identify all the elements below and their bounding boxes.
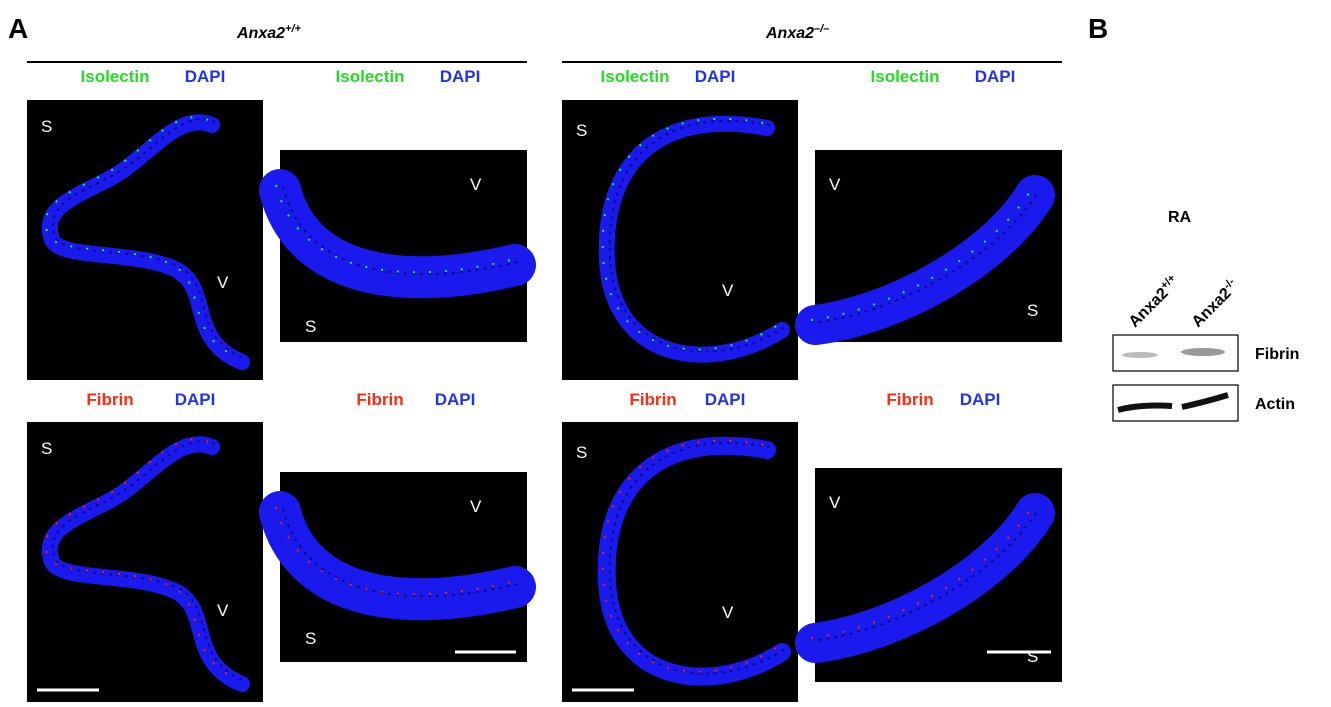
stain-label: DAPI	[960, 390, 1001, 409]
genotype-label: Anxa2+/+	[1124, 272, 1183, 331]
orientation-marker: V	[470, 175, 482, 194]
micrograph: VS	[276, 472, 527, 662]
genotype-label: Anxa2+/+	[236, 23, 302, 42]
orientation-marker: S	[576, 443, 587, 462]
gene: Anxa2	[765, 25, 814, 42]
orientation-marker: V	[722, 281, 734, 300]
orientation-marker: S	[305, 629, 316, 648]
orientation-marker: S	[576, 121, 587, 140]
stain-label: DAPI	[435, 390, 476, 409]
panel-label: A	[8, 13, 28, 44]
micrograph: SV	[562, 422, 798, 702]
stain-label: Fibrin	[86, 390, 133, 409]
genotype-label: Anxa2–/–	[765, 23, 829, 42]
orientation-marker: V	[217, 601, 229, 620]
stain-label: DAPI	[975, 67, 1016, 86]
gene: Anxa2	[1126, 285, 1172, 331]
blot-box	[1113, 385, 1238, 421]
stain-label: DAPI	[185, 67, 226, 86]
stain-label: Isolectin	[871, 67, 940, 86]
stain-label: Fibrin	[356, 390, 403, 409]
gene: Anxa2	[1189, 285, 1235, 331]
orientation-marker: V	[722, 603, 734, 622]
allele: –/–	[814, 23, 829, 35]
stain-label: Fibrin	[886, 390, 933, 409]
orientation-marker: V	[217, 273, 229, 292]
orientation-marker: V	[470, 497, 482, 516]
micrograph: SV	[27, 422, 263, 702]
orientation-marker: S	[1027, 301, 1038, 320]
stain-label: DAPI	[440, 67, 481, 86]
micrograph: VS	[276, 150, 527, 342]
orientation-marker: V	[829, 493, 841, 512]
stain-label: DAPI	[695, 67, 736, 86]
micrograph: VS	[811, 468, 1062, 682]
figure: A B RA Fibrin Actin Anxa2+/+Anxa2–/–Anxa…	[0, 0, 1331, 702]
stain-label: Isolectin	[336, 67, 405, 86]
orientation-marker: S	[41, 117, 52, 136]
blot-label: Actin	[1255, 396, 1295, 413]
stain-label: Isolectin	[601, 67, 670, 86]
orientation-marker: S	[41, 439, 52, 458]
stain-label: DAPI	[175, 390, 216, 409]
stain-label: DAPI	[705, 390, 746, 409]
band	[1122, 352, 1158, 358]
gene: Anxa2	[236, 25, 285, 42]
band	[1181, 348, 1225, 356]
stain-label: Isolectin	[81, 67, 150, 86]
stain-label: Fibrin	[629, 390, 676, 409]
blot-label: Fibrin	[1255, 346, 1299, 363]
micrograph: SV	[27, 100, 263, 380]
orientation-marker: S	[305, 317, 316, 336]
allele: +/+	[285, 23, 301, 35]
genotype-label: Anxa2-/-	[1187, 276, 1242, 331]
treatment-label: RA	[1168, 209, 1192, 226]
panel-label: B	[1088, 13, 1108, 44]
orientation-marker: V	[829, 175, 841, 194]
micrograph: VS	[811, 150, 1062, 342]
orientation-marker: S	[1027, 647, 1038, 666]
micrograph: SV	[562, 100, 798, 380]
